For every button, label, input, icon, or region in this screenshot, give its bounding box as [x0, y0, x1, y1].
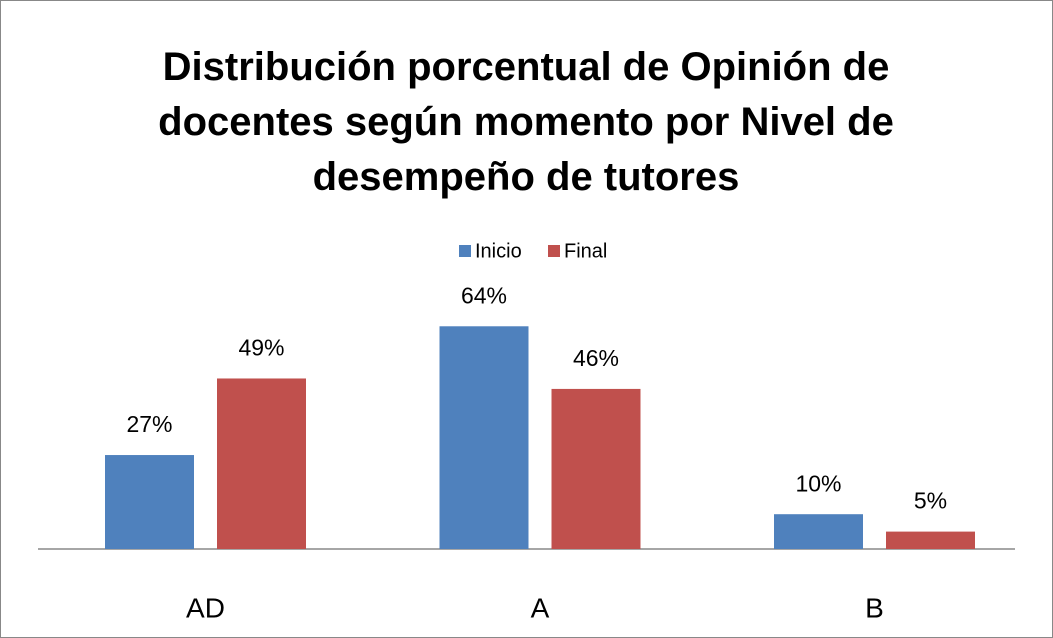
bar — [105, 455, 194, 549]
legend-label: Final — [564, 240, 607, 262]
legend-swatch — [548, 245, 560, 257]
x-tick-label: AD — [186, 592, 225, 623]
data-label: 49% — [238, 335, 284, 361]
data-label: 10% — [795, 470, 841, 496]
bar — [774, 514, 863, 549]
data-label: 27% — [126, 411, 172, 437]
chart-title: Distribución porcentual de Opinión de do… — [158, 45, 894, 199]
bar — [217, 378, 306, 549]
x-tick-label: B — [865, 592, 884, 623]
bar — [551, 388, 641, 549]
data-label: 64% — [461, 282, 507, 308]
bar — [439, 326, 529, 549]
data-label: 46% — [573, 345, 619, 371]
data-label: 5% — [914, 488, 947, 514]
legend-swatch — [459, 245, 471, 257]
bar — [886, 531, 975, 549]
x-tick-label: A — [531, 592, 550, 623]
legend-label: Inicio — [475, 240, 522, 262]
